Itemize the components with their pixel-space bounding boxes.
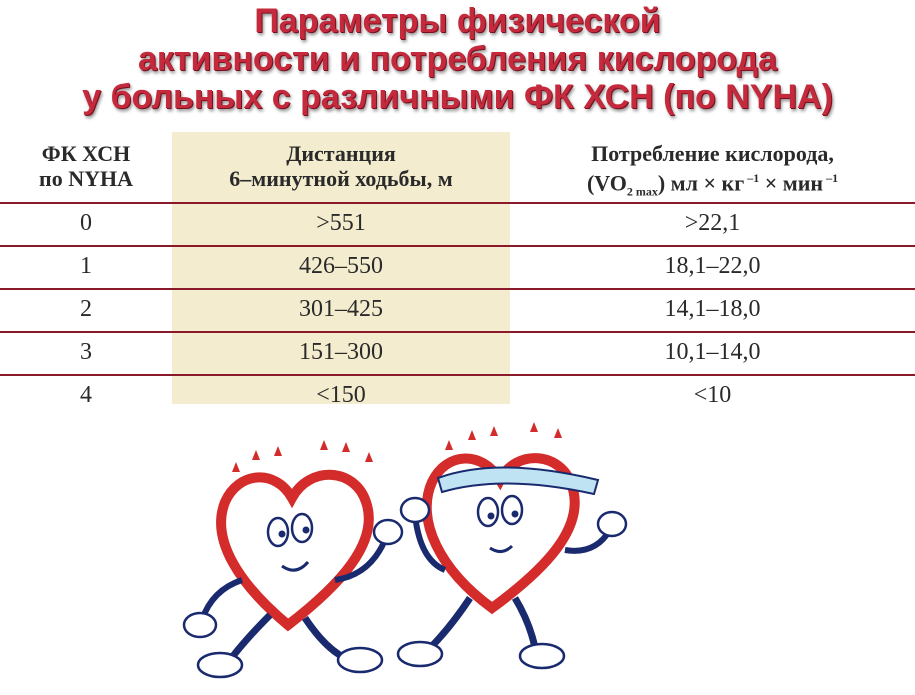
table-row: 1 426–550 18,1–22,0 xyxy=(0,245,915,288)
distance-column-highlight xyxy=(172,132,510,404)
cell-oxygen: >22,1 xyxy=(684,210,741,236)
cell-distance: >551 xyxy=(316,210,366,236)
title-line-3: у больных с различными ФК ХСН (по NYHA) xyxy=(82,78,833,116)
cell-distance: <150 xyxy=(316,382,366,408)
cell-fk: 0 xyxy=(80,210,92,236)
parameters-table: ФК ХСН по NYHA Дистанция 6–минутной ходь… xyxy=(0,132,915,417)
header-oxygen-units: (VO2 max) мл × кг –1 × мин –1 xyxy=(586,170,839,199)
cell-distance: 151–300 xyxy=(299,339,383,365)
cell-oxygen: 10,1–14,0 xyxy=(664,339,761,365)
table-row: 3 151–300 10,1–14,0 xyxy=(0,331,915,374)
table-header: ФК ХСН по NYHA Дистанция 6–минутной ходь… xyxy=(0,132,915,202)
cell-distance: 426–550 xyxy=(299,253,383,279)
cell-distance: 301–425 xyxy=(299,296,383,322)
cell-oxygen: 14,1–18,0 xyxy=(664,296,761,322)
left-heart-icon xyxy=(182,440,404,679)
right-heart-icon xyxy=(396,422,628,670)
cell-fk: 1 xyxy=(80,253,92,279)
header-distance: Дистанция 6–минутной ходьбы, м xyxy=(229,141,453,191)
cell-fk: 3 xyxy=(80,339,92,365)
header-fk: ФК ХСН по NYHA xyxy=(39,141,133,191)
cell-fk: 2 xyxy=(80,296,92,322)
header-oxygen: Потребление кислорода, (VO2 max) мл × кг… xyxy=(510,141,915,205)
title-line-2: активности и потребления кислорода xyxy=(137,40,778,78)
cell-oxygen: <10 xyxy=(693,382,732,408)
title-line-1: Параметры физической xyxy=(254,2,661,40)
table-row: 2 301–425 14,1–18,0 xyxy=(0,288,915,331)
cell-fk: 4 xyxy=(80,382,92,408)
table-row: 0 >551 >22,1 xyxy=(0,202,915,245)
table-row: 4 <150 <10 xyxy=(0,374,915,417)
running-hearts-icon xyxy=(182,422,628,679)
slide-title: Параметры физической активности и потреб… xyxy=(0,2,915,116)
cell-oxygen: 18,1–22,0 xyxy=(664,253,761,279)
